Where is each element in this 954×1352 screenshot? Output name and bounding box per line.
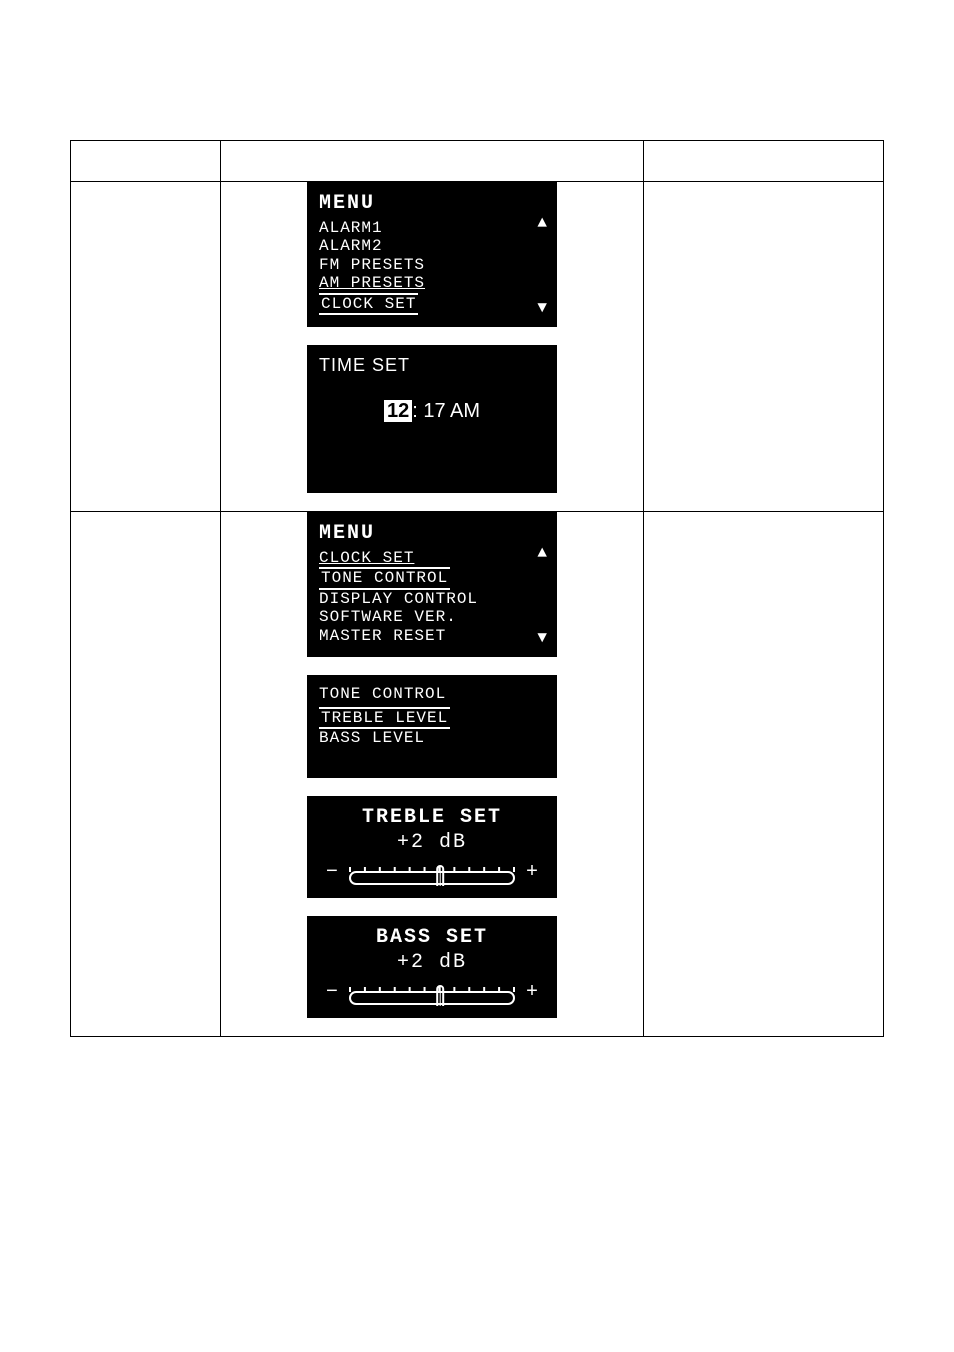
menu1-item-2[interactable]: FM PRESETS bbox=[319, 256, 425, 274]
arrow-down-icon: ▼ bbox=[537, 299, 547, 317]
menu2-item-2[interactable]: DISPLAY CONTROL bbox=[319, 590, 478, 608]
cell-left-1 bbox=[71, 182, 221, 512]
cell-mid-1: MENU ▲ ALARM1 ALARM2 FM PRESETS AM PRESE… bbox=[221, 182, 644, 512]
minus-icon-2: − bbox=[326, 981, 338, 1004]
arrow-up-icon-2: ▲ bbox=[537, 544, 547, 562]
plus-icon-2: + bbox=[526, 981, 538, 1004]
screen-treble: TREBLE SET +2 dB − + bbox=[307, 796, 557, 898]
tonecontrol-item-1[interactable]: BASS LEVEL bbox=[319, 729, 425, 747]
screen-timeset: TIME SET 12: 17 AM bbox=[307, 345, 557, 493]
layout-table: MENU ▲ ALARM1 ALARM2 FM PRESETS AM PRESE… bbox=[70, 140, 884, 1037]
cell-right-1 bbox=[644, 182, 884, 512]
menu2-item-1[interactable]: TONE CONTROL bbox=[319, 567, 450, 589]
treble-title: TREBLE SET bbox=[319, 806, 545, 829]
timeset-value[interactable]: 12: 17 AM bbox=[319, 400, 545, 423]
timeset-hour[interactable]: 12 bbox=[384, 400, 412, 422]
timeset-rest: : 17 AM bbox=[412, 400, 480, 422]
page: MENU ▲ ALARM1 ALARM2 FM PRESETS AM PRESE… bbox=[0, 0, 954, 1352]
menu1-item-3[interactable]: AM PRESETS bbox=[319, 274, 425, 292]
bass-value: +2 dB bbox=[319, 951, 545, 974]
header-cell-right bbox=[644, 141, 884, 182]
minus-icon: − bbox=[326, 861, 338, 884]
menu1-list: ALARM1 ALARM2 FM PRESETS AM PRESETS CLOC… bbox=[319, 219, 545, 315]
menu1-item-1[interactable]: ALARM2 bbox=[319, 237, 383, 255]
treble-slider[interactable] bbox=[342, 860, 522, 886]
bass-slider[interactable] bbox=[342, 980, 522, 1006]
header-cell-mid bbox=[221, 141, 644, 182]
tonecontrol-item-0[interactable]: TREBLE LEVEL bbox=[319, 707, 450, 729]
row-clockset: MENU ▲ ALARM1 ALARM2 FM PRESETS AM PRESE… bbox=[71, 182, 884, 512]
row-tonecontrol: MENU ▲ CLOCK SET TONE CONTROL DISPLAY CO… bbox=[71, 511, 884, 1036]
bass-slider-row[interactable]: − + bbox=[319, 980, 545, 1006]
menu2-title: MENU bbox=[319, 522, 545, 545]
menu1-item-4[interactable]: CLOCK SET bbox=[319, 293, 418, 315]
header-row bbox=[71, 141, 884, 182]
header-cell-left bbox=[71, 141, 221, 182]
treble-value: +2 dB bbox=[319, 831, 545, 854]
cell-left-2 bbox=[71, 511, 221, 1036]
menu1-item-0[interactable]: ALARM1 bbox=[319, 219, 383, 237]
screen-menu-1: MENU ▲ ALARM1 ALARM2 FM PRESETS AM PRESE… bbox=[307, 182, 557, 327]
menu2-list: CLOCK SET TONE CONTROL DISPLAY CONTROL S… bbox=[319, 549, 545, 645]
arrow-up-icon: ▲ bbox=[537, 214, 547, 232]
menu2-item-4[interactable]: MASTER RESET bbox=[319, 627, 446, 645]
treble-slider-row[interactable]: − + bbox=[319, 860, 545, 886]
arrow-down-icon-2: ▼ bbox=[537, 629, 547, 647]
plus-icon: + bbox=[526, 861, 538, 884]
cell-right-2 bbox=[644, 511, 884, 1036]
tonecontrol-list: TREBLE LEVEL BASS LEVEL bbox=[319, 707, 545, 748]
menu2-item-3[interactable]: SOFTWARE VER. bbox=[319, 608, 457, 626]
tonecontrol-title: TONE CONTROL bbox=[319, 685, 545, 703]
screen-tonecontrol: TONE CONTROL TREBLE LEVEL BASS LEVEL bbox=[307, 675, 557, 778]
timeset-title: TIME SET bbox=[319, 355, 545, 376]
cell-mid-2: MENU ▲ CLOCK SET TONE CONTROL DISPLAY CO… bbox=[221, 511, 644, 1036]
screen-bass: BASS SET +2 dB − + bbox=[307, 916, 557, 1018]
bass-title: BASS SET bbox=[319, 926, 545, 949]
screen-menu-2: MENU ▲ CLOCK SET TONE CONTROL DISPLAY CO… bbox=[307, 512, 557, 657]
menu2-item-0[interactable]: CLOCK SET bbox=[319, 549, 414, 567]
menu1-title: MENU bbox=[319, 192, 545, 215]
